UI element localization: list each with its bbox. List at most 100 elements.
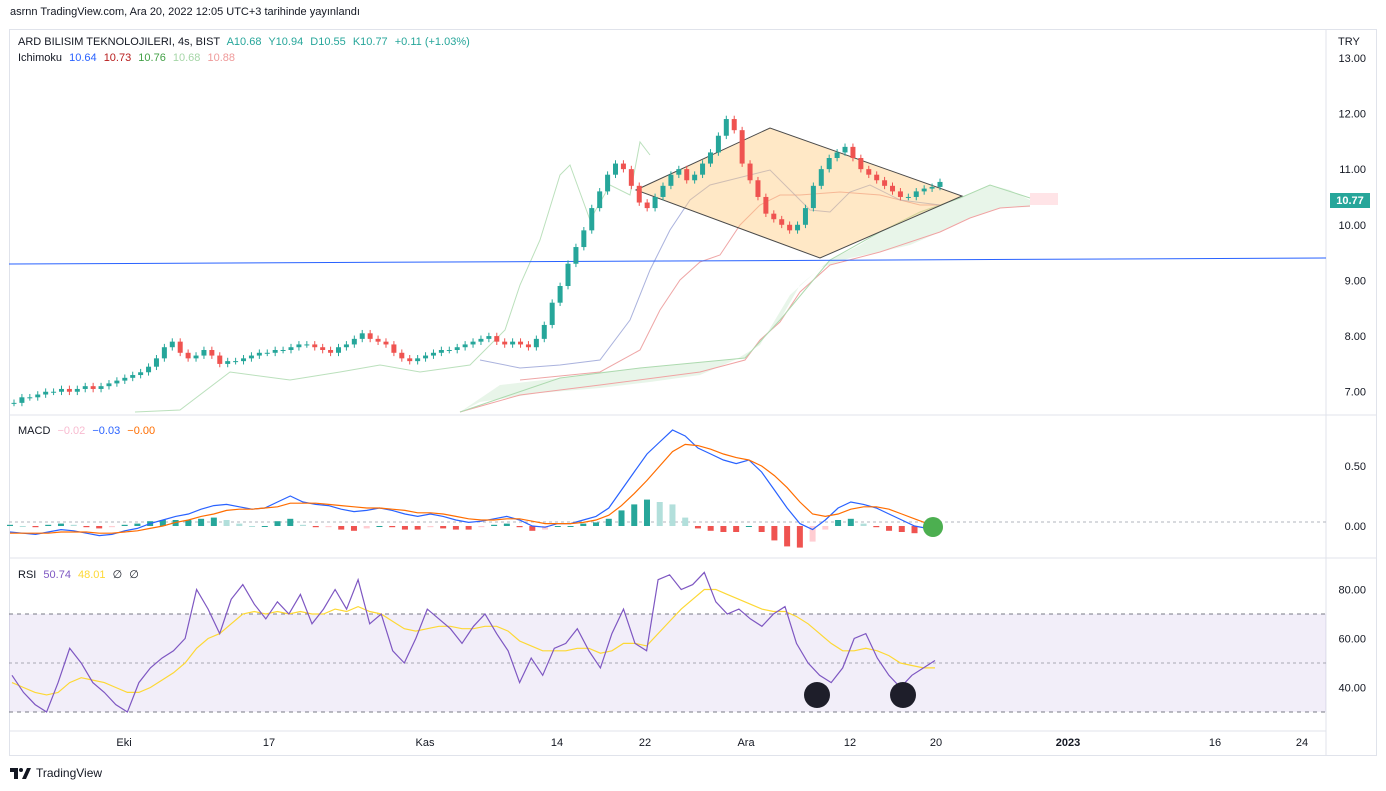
candle-body xyxy=(351,338,357,345)
signal-line xyxy=(10,443,941,534)
macd-label: MACD xyxy=(18,425,51,437)
diamond-pattern xyxy=(634,127,964,259)
macd-hist-bar xyxy=(873,526,880,528)
footer-brand[interactable]: TradingView xyxy=(10,766,102,780)
macd-legend: MACD −0.02 −0.03 −0.00 xyxy=(18,425,159,437)
candle-body xyxy=(929,186,935,189)
macd-hist-bar xyxy=(771,526,778,541)
candle-body xyxy=(478,338,484,342)
rsi-band xyxy=(9,614,1326,712)
macd-hist-bar xyxy=(809,526,816,542)
candle-body xyxy=(201,350,207,356)
rsi-line xyxy=(11,571,936,713)
candle-body xyxy=(233,361,239,363)
macd-hist-bar xyxy=(159,520,166,526)
candle-body xyxy=(470,341,476,345)
candle-body xyxy=(850,146,856,158)
candle-body xyxy=(177,341,183,353)
macd-hist-bar xyxy=(363,526,370,529)
macd-hist-bar xyxy=(7,524,13,526)
candle-body xyxy=(810,185,816,209)
macd-hist-bar xyxy=(350,526,357,531)
candle-body xyxy=(146,366,152,373)
ichimoku-lagging-line xyxy=(134,140,651,413)
candle-body xyxy=(90,386,96,389)
macd-hist-bar xyxy=(580,523,587,526)
macd-hist-bar xyxy=(261,526,268,527)
candle-body xyxy=(375,338,381,342)
candle-body xyxy=(518,341,524,345)
candle-body xyxy=(19,397,25,403)
candle-body xyxy=(320,347,326,350)
macd-hist-bar xyxy=(478,526,485,528)
macd-hist-bar xyxy=(401,526,408,530)
ichimoku-v1: 10.64 xyxy=(69,52,97,64)
candle-body xyxy=(272,350,278,353)
macd-hist-bar xyxy=(45,524,52,526)
rsi-v2: 48.01 xyxy=(78,569,106,581)
macd-hist-bar xyxy=(516,526,523,528)
candle-body xyxy=(668,174,674,186)
macd-hist-bar xyxy=(389,526,396,528)
candle-body xyxy=(557,286,563,303)
candle-body xyxy=(739,130,745,164)
time-tick-label: 16 xyxy=(1209,737,1221,749)
macd-hist-bar xyxy=(236,523,243,526)
rsi-bottom-marker-2 xyxy=(890,682,916,708)
price-tick-label: 12.00 xyxy=(1338,108,1366,120)
candle-body xyxy=(407,358,413,362)
candle-body xyxy=(169,341,175,348)
macd-hist-bar xyxy=(542,526,549,530)
candle-body xyxy=(486,336,492,339)
macd-line xyxy=(9,429,941,537)
time-tick-label: Eki xyxy=(116,737,131,749)
macd-hist-bar xyxy=(312,526,319,528)
ichimoku-v2: 10.73 xyxy=(103,52,132,64)
macd-hist-bar xyxy=(465,526,472,530)
candle-body xyxy=(644,202,650,209)
macd-hist-bar xyxy=(210,517,217,526)
ichimoku-cloud-fill xyxy=(460,185,1030,412)
candle-body xyxy=(874,174,880,181)
macd-hist-bar xyxy=(567,526,574,527)
published-header: asrnn TradingView.com, Ara 20, 2022 12:0… xyxy=(10,6,360,18)
candle-body xyxy=(573,247,579,264)
candle-body xyxy=(438,350,444,353)
price-tick-label: 10.00 xyxy=(1338,220,1366,232)
candle-body xyxy=(335,347,341,353)
time-tick-label: 17 xyxy=(263,737,275,749)
price-tick-label: 7.00 xyxy=(1345,387,1366,399)
candle-body xyxy=(241,358,247,362)
candle-body xyxy=(692,174,698,181)
macd-hist-bar xyxy=(427,526,434,528)
candle-body xyxy=(755,180,761,197)
candle-body xyxy=(660,185,666,197)
macd-hist-bar xyxy=(108,526,115,528)
macd-hist-bar xyxy=(452,526,459,530)
macd-hist-bar xyxy=(121,524,128,526)
ichimoku-kijun-line xyxy=(519,191,940,381)
macd-hist-bar xyxy=(198,518,205,526)
candle-body xyxy=(605,174,611,192)
candle-body xyxy=(866,169,872,175)
time-tick-label: Ara xyxy=(737,737,755,749)
support-trendline xyxy=(8,257,1327,265)
candle-body xyxy=(58,388,64,392)
macd-v1: −0.02 xyxy=(57,425,86,437)
macd-hist-bar xyxy=(32,526,39,528)
candle-body xyxy=(541,324,547,339)
candle-body xyxy=(787,224,793,231)
candle-body xyxy=(565,263,571,286)
macd-v3: −0.00 xyxy=(127,425,156,437)
rsi-tick-label: 60.00 xyxy=(1338,634,1366,646)
candle-body xyxy=(304,344,310,346)
rsi-v3: ∅ xyxy=(112,569,123,581)
candle-body xyxy=(328,350,334,353)
candle-body xyxy=(620,163,626,170)
macd-hist-bar xyxy=(758,526,765,532)
footer-brand-label: TradingView xyxy=(36,766,103,780)
candle-body xyxy=(35,394,41,398)
candle-body xyxy=(454,347,460,350)
ichimoku-cloud-red xyxy=(1030,193,1058,205)
